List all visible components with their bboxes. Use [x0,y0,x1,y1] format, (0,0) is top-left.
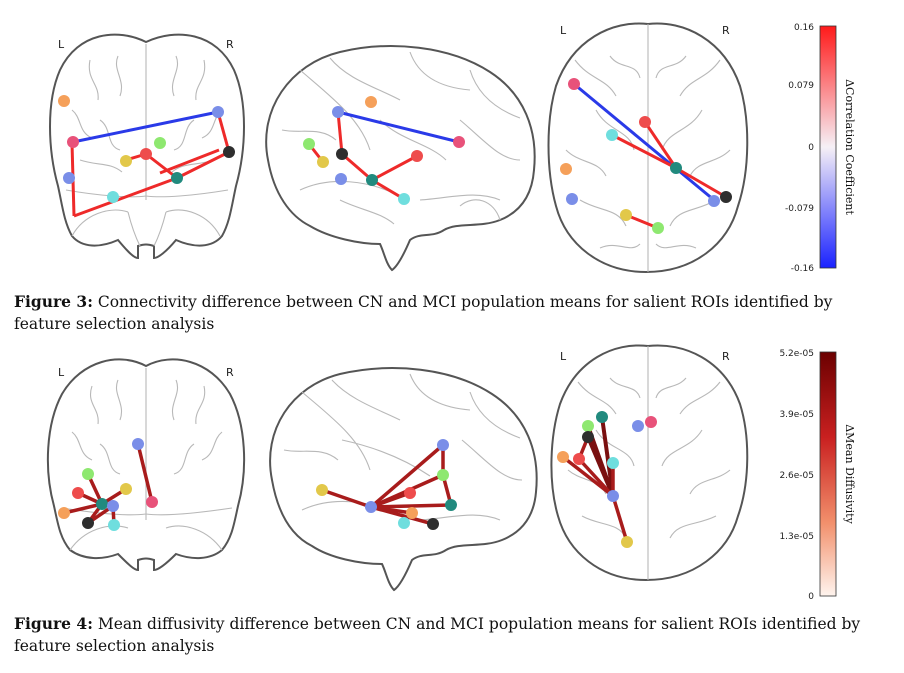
axial-outline [550,344,749,582]
colorbar-tick: 0.16 [794,23,814,33]
sagittal-outline [269,367,538,592]
coronal-brain-view-fig4: L R [46,358,246,572]
orientation-left-label: L [58,38,65,51]
colorbar-title: ΔCorrelation Coefficient [843,79,856,215]
figure-3-caption: Figure 3: Connectivity difference betwee… [14,291,894,335]
colorbar-tick: -0.079 [785,204,814,214]
orientation-right-label: R [226,38,234,51]
sagittal-brain-view-fig3 [265,45,536,272]
colorbar-title: ΔMean Diffusivity [843,424,856,524]
figure-3-graphic: L R [49,22,856,274]
axial-brain-view-fig3: L R [547,22,749,274]
coronal-outline [46,358,246,572]
colorbar-tick: 3.9e-05 [779,410,814,420]
colorbar-tick: -0.16 [791,264,815,274]
figure-4-caption: Figure 4: Mean diffusivity difference be… [14,613,894,657]
caption-text: Connectivity difference between CN and M… [14,293,833,333]
colorbar-tick: 0 [808,143,814,153]
figure-3-panel: L R [0,0,904,290]
colorbar-fig3: 0.16 0.079 0 -0.079 -0.16 ΔCorrelation C… [785,23,856,274]
colorbar-tick: 2.6e-05 [779,471,814,481]
orientation-right-label: R [226,366,234,379]
axial-outline [547,22,749,274]
axial-brain-view-fig4: L R [550,344,749,582]
sagittal-brain-view-fig4 [269,367,538,592]
orientation-left-label: L [58,366,65,379]
colorbar-tick: 0 [808,592,814,602]
caption-label: Figure 3: [14,292,93,311]
colorbar-fig4: 5.2e-05 3.9e-05 2.6e-05 1.3e-05 0 ΔMean … [779,349,856,602]
orientation-right-label: R [722,350,730,363]
orientation-right-label: R [722,24,730,37]
figure-4-panel: L R [0,340,904,610]
orientation-left-label: L [560,24,567,37]
colorbar-tick: 5.2e-05 [779,349,814,359]
sagittal-outline [265,45,536,272]
caption-label: Figure 4: [14,614,93,633]
caption-text: Mean diffusivity difference between CN a… [14,615,861,655]
figure-4-graphic: L R [46,344,856,602]
coronal-brain-view-fig3: L R [49,33,245,260]
colorbar-tick: 0.079 [788,81,814,91]
orientation-left-label: L [560,350,567,363]
coronal-outline [49,33,245,260]
colorbar-tick: 1.3e-05 [779,532,814,542]
